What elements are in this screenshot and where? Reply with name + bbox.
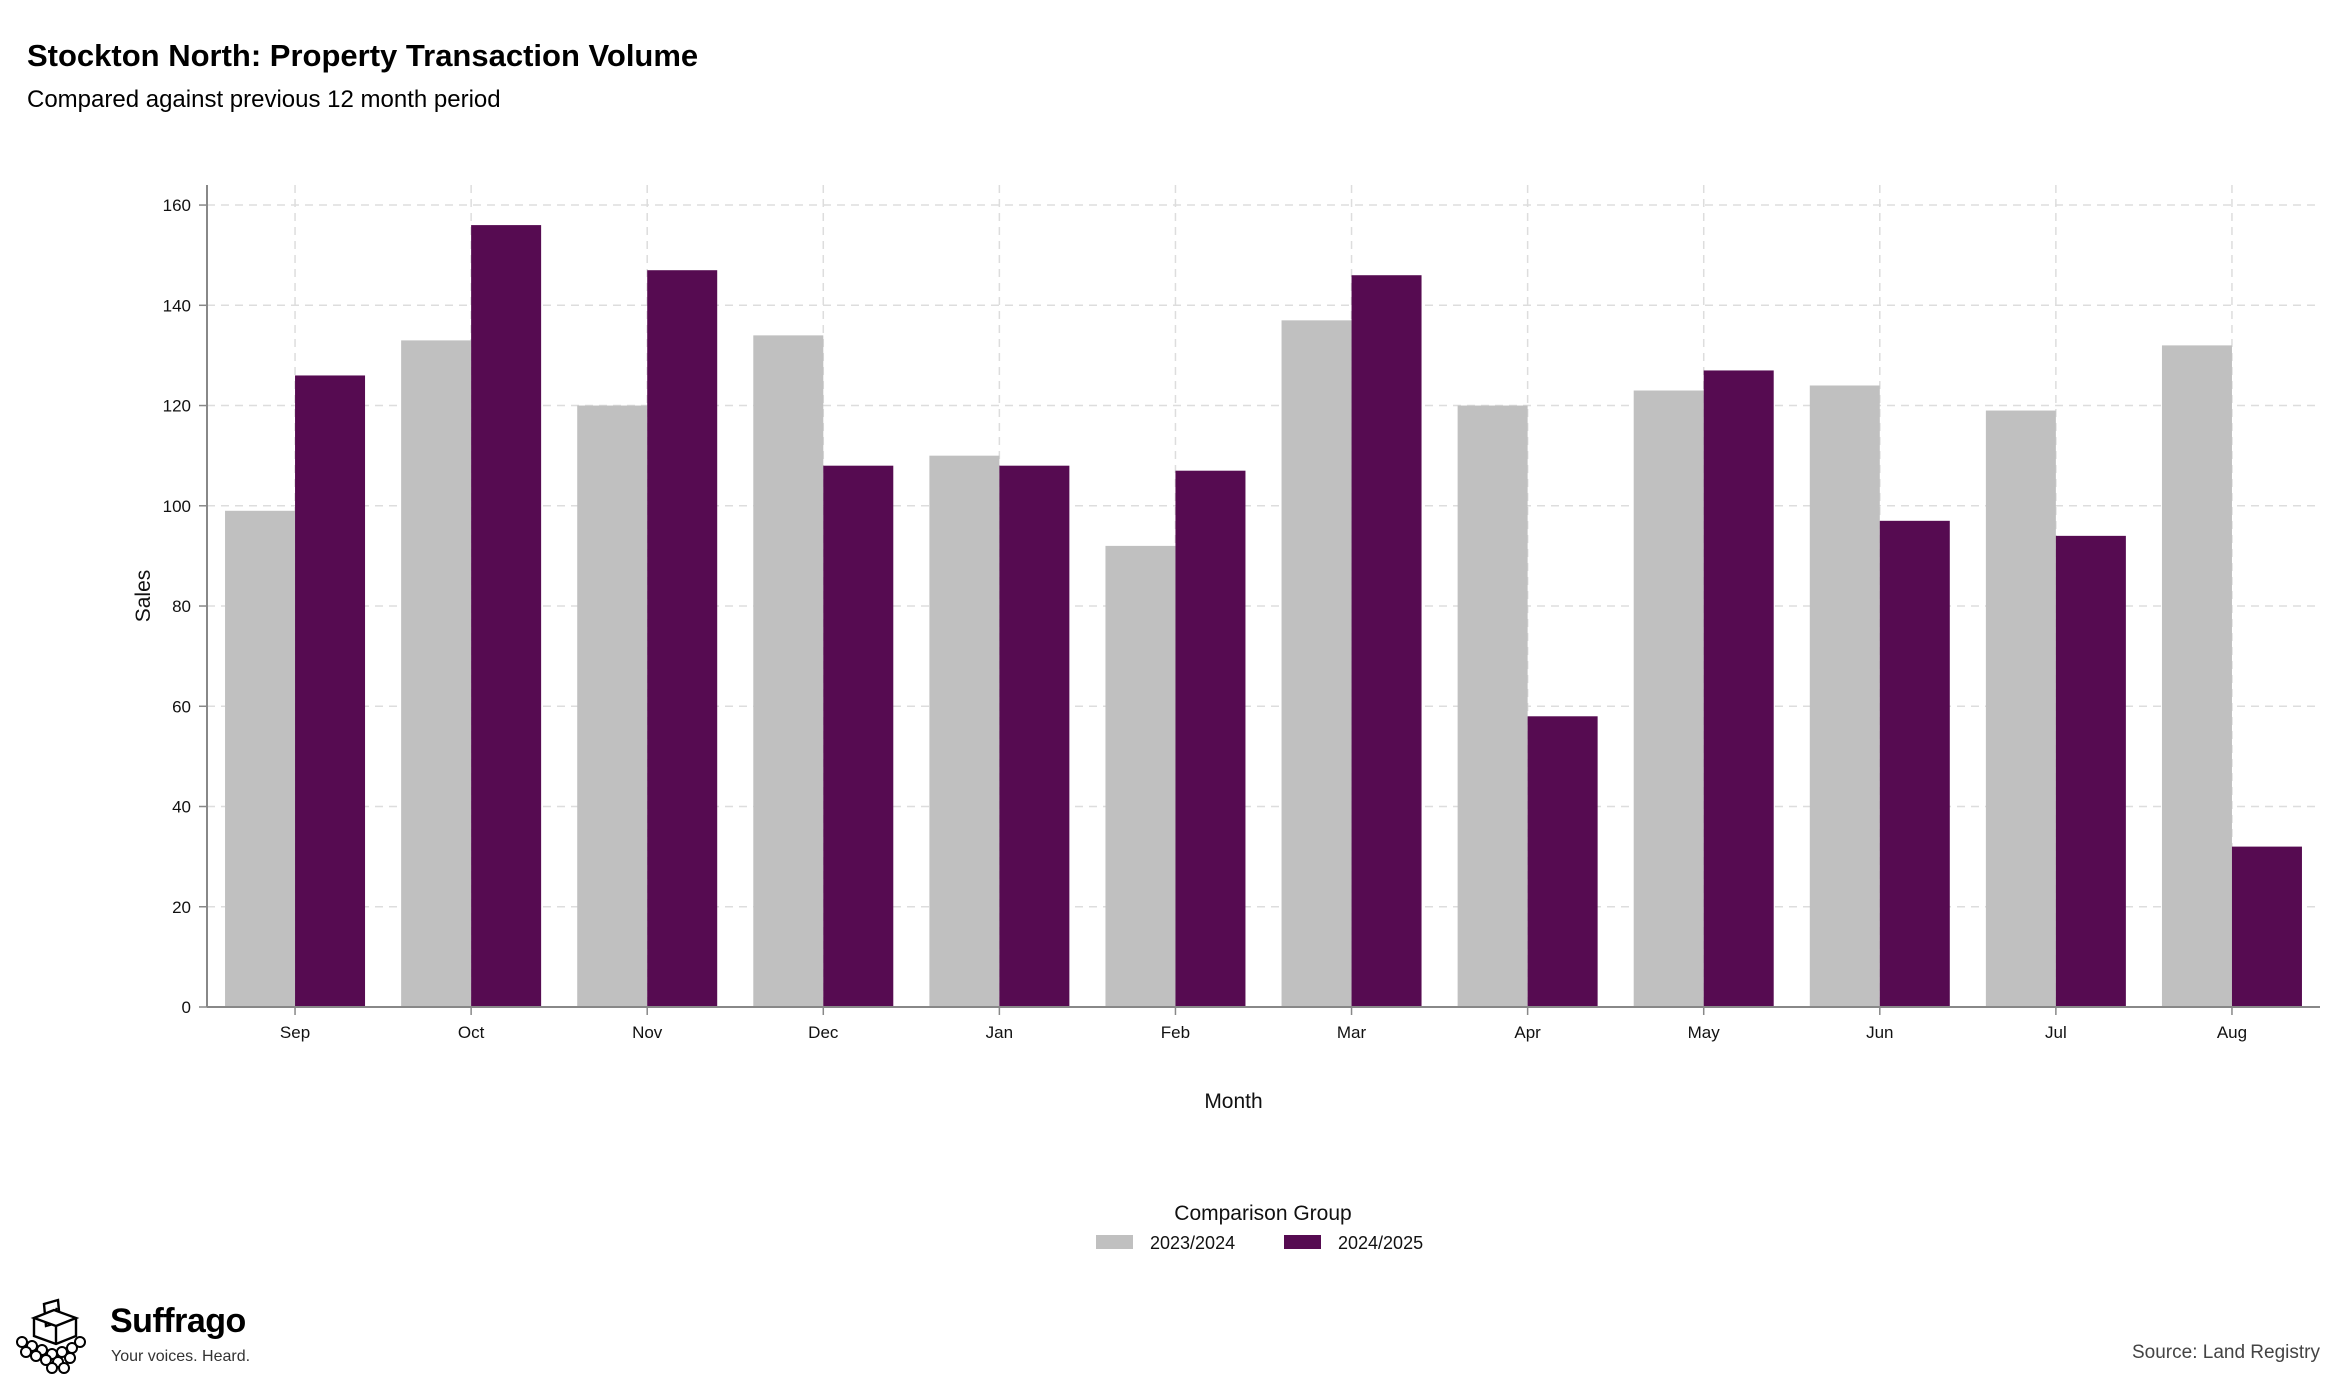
bar-2023-2024-may <box>1633 390 1704 1007</box>
x-tick-label: Oct <box>458 1023 485 1042</box>
x-tick-label: Nov <box>632 1023 663 1042</box>
y-tick-label: 20 <box>172 898 191 917</box>
brand-logo: Suffrago Your voices. Heard. <box>14 1296 274 1376</box>
legend-label: 2023/2024 <box>1150 1233 1235 1253</box>
ballot-box-icon <box>16 1298 86 1374</box>
y-tick-label: 60 <box>172 697 191 716</box>
bar-2024-2025-jun <box>1879 520 1950 1007</box>
x-tick-label: Feb <box>1161 1023 1190 1042</box>
bar-2024-2025-jul <box>2055 535 2126 1007</box>
bar-2023-2024-aug <box>2161 345 2232 1007</box>
legend: Comparison Group 2023/2024 2024/2025 <box>1096 1202 1423 1253</box>
bar-2024-2025-nov <box>647 270 718 1008</box>
bar-2023-2024-dec <box>753 335 824 1007</box>
y-tick-label: 80 <box>172 597 191 616</box>
y-tick-label: 140 <box>163 296 191 315</box>
page-subtitle: Compared against previous 12 month perio… <box>27 86 501 113</box>
bar-2023-2024-nov <box>577 405 648 1007</box>
y-tick-label: 100 <box>163 497 191 516</box>
y-axis-title: Sales <box>132 570 155 623</box>
bar-2024-2025-mar <box>1351 275 1422 1008</box>
y-tick-label: 40 <box>172 798 191 817</box>
bar-2024-2025-jan <box>999 465 1070 1007</box>
bar-2024-2025-aug <box>2231 846 2302 1007</box>
page-title: Stockton North: Property Transaction Vol… <box>27 38 699 73</box>
bar-2023-2024-oct <box>401 340 472 1007</box>
x-tick-label: Dec <box>808 1023 839 1042</box>
brand-tagline: Your voices. Heard. <box>111 1348 251 1365</box>
x-tick-label: Jul <box>2045 1023 2067 1042</box>
source-note: Source: Land Registry <box>2132 1342 2320 1363</box>
bar-2023-2024-mar <box>1281 320 1352 1008</box>
legend-title: Comparison Group <box>1174 1202 1351 1225</box>
x-tick-label: May <box>1688 1023 1721 1042</box>
axes <box>199 185 2320 1015</box>
brand-name: Suffrago <box>110 1302 246 1340</box>
legend-label: 2024/2025 <box>1338 1233 1423 1253</box>
bar-2023-2024-feb <box>1105 545 1176 1007</box>
x-tick-label: Jun <box>1866 1023 1893 1042</box>
bar-2024-2025-feb <box>1175 470 1246 1007</box>
x-tick-label: Sep <box>280 1023 310 1042</box>
bar-2023-2024-jan <box>929 455 1000 1007</box>
x-tick-label: Apr <box>1514 1023 1541 1042</box>
axis-labels: 0 20 40 60 80 100 120 140 160 Sep Oct Nov Dec Jan Feb M… <box>132 196 2247 1113</box>
x-tick-label: Mar <box>1337 1023 1367 1042</box>
bar-2024-2025-may <box>1703 370 1774 1007</box>
bar-2023-2024-sep <box>225 510 296 1007</box>
y-tick-label: 160 <box>163 196 191 215</box>
bars <box>225 225 2302 1008</box>
x-axis-title: Month <box>1204 1090 1262 1113</box>
legend-swatch <box>1096 1235 1133 1249</box>
y-tick-label: 0 <box>182 998 191 1017</box>
bar-2024-2025-dec <box>823 465 894 1007</box>
x-tick-label: Aug <box>2217 1023 2247 1042</box>
bar-2023-2024-jun <box>1809 385 1880 1007</box>
bar-2024-2025-apr <box>1527 716 1598 1007</box>
bar-2023-2024-jul <box>1985 410 2056 1007</box>
bar-2023-2024-apr <box>1457 405 1528 1007</box>
x-tick-label: Jan <box>986 1023 1013 1042</box>
y-tick-label: 120 <box>163 397 191 416</box>
legend-swatch <box>1284 1235 1321 1249</box>
bar-2024-2025-sep <box>295 375 366 1008</box>
bar-2024-2025-oct <box>471 225 542 1008</box>
